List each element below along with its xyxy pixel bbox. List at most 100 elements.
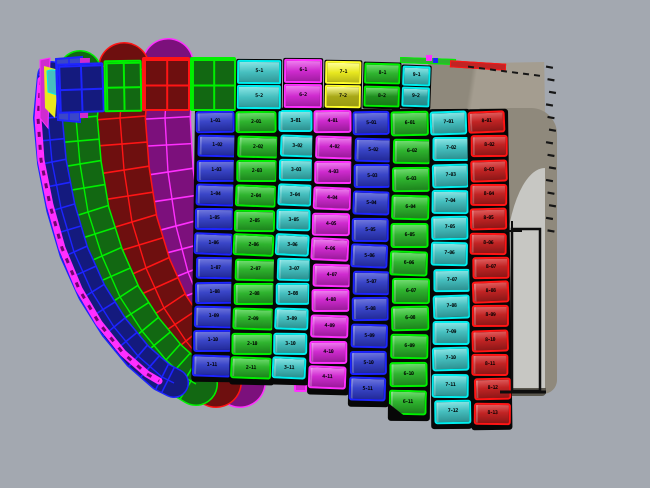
shell-plate[interactable]: 6-01	[390, 110, 429, 137]
shell-plate[interactable]: 7-09	[432, 320, 470, 345]
shell-plate[interactable]: 3-08	[275, 283, 310, 306]
shell-plate[interactable]: 7-10	[431, 346, 470, 372]
shell-plate[interactable]: 8-12	[473, 377, 512, 401]
shell-plate[interactable]: 3-11	[271, 356, 307, 381]
shell-plate[interactable]: 3-06	[274, 232, 310, 257]
shell-plate[interactable]: 1-01	[195, 110, 235, 134]
shell-plate[interactable]: 8-02	[470, 135, 508, 158]
shell-plate[interactable]: 2-01	[235, 110, 277, 134]
sheer-plate[interactable]: 9-2	[401, 86, 430, 107]
band-green-3[interactable]: 8-1 8-2	[362, 61, 402, 110]
shell-plate[interactable]: 8-05	[469, 207, 508, 231]
shell-plate[interactable]: 1-07	[195, 256, 236, 280]
shell-plate[interactable]: 3-10	[273, 332, 308, 355]
shell-plate[interactable]: 6-07	[391, 278, 431, 304]
shell-plate[interactable]: 5-06	[350, 243, 389, 269]
shell-plate[interactable]: 3-01	[278, 109, 313, 133]
shell-plate[interactable]: 5-09	[350, 323, 389, 349]
shell-plate[interactable]: 3-03	[278, 159, 314, 182]
shell-plate[interactable]: 1-06	[193, 231, 234, 256]
shell-plate[interactable]: 5-04	[352, 190, 391, 216]
shell-plate[interactable]: 1-04	[195, 183, 236, 207]
shell-plate[interactable]: 4-07	[312, 263, 351, 288]
shell-plate[interactable]: 1-11	[191, 353, 232, 378]
shell-plate[interactable]: 1-10	[193, 330, 233, 353]
shell-plate[interactable]: 3-09	[274, 307, 309, 331]
shell-plate[interactable]: 5-08	[351, 297, 389, 322]
sheer-plate[interactable]: 9-1	[402, 65, 431, 86]
shell-plate[interactable]: 4-05	[311, 212, 351, 236]
shell-plate[interactable]: 2-08	[233, 283, 275, 306]
shell-plate[interactable]: 7-04	[431, 189, 469, 214]
shell-plate[interactable]: 2-07	[234, 258, 277, 282]
shell-plate[interactable]: 4-08	[311, 289, 350, 313]
shell-plate[interactable]: 7-05	[431, 215, 469, 241]
shell-plate[interactable]: 8-03	[470, 159, 508, 182]
sheer-plate[interactable]: 6-2	[283, 83, 322, 108]
sheer-plate[interactable]: 7-2	[324, 84, 361, 108]
sheer-plate[interactable]: 5-2	[236, 84, 281, 109]
shell-plate[interactable]: 8-08	[471, 280, 510, 304]
shell-plate[interactable]: 3-07	[276, 257, 312, 281]
shell-plate[interactable]: 7-06	[430, 241, 469, 267]
shell-plate[interactable]: 5-01	[352, 110, 390, 136]
shell-plate[interactable]: 5-02	[354, 137, 392, 163]
shell-plate[interactable]: 2-04	[234, 184, 277, 208]
shell-plate[interactable]: 5-11	[348, 376, 387, 402]
shell-plate[interactable]: 7-02	[432, 137, 470, 162]
shell-plate[interactable]: 6-10	[389, 361, 428, 388]
shell-plate[interactable]: 6-09	[390, 333, 429, 360]
shell-plate[interactable]: 8-09	[471, 305, 509, 328]
shell-plate[interactable]: 7-01	[429, 110, 468, 136]
shell-plate[interactable]: 2-10	[231, 332, 273, 355]
shell-plate[interactable]: 7-07	[433, 268, 471, 293]
shell-plate[interactable]: 6-08	[390, 305, 430, 333]
shell-plate[interactable]: 6-02	[392, 138, 432, 165]
shell-plate[interactable]: 5-07	[352, 270, 390, 296]
shell-plate[interactable]: 8-10	[471, 329, 509, 353]
shell-plate[interactable]: 2-11	[229, 356, 272, 381]
shell-plate[interactable]: 6-05	[390, 222, 429, 249]
sheer-plate[interactable]: 8-1	[364, 62, 401, 85]
sheer-plate[interactable]: 6-1	[284, 58, 323, 83]
shell-plate[interactable]: 6-11	[388, 390, 427, 416]
shell-plate[interactable]: 8-04	[470, 183, 508, 206]
sheer-plate[interactable]: 8-2	[363, 85, 400, 107]
band-yellow[interactable]: 7-1 7-2	[323, 59, 363, 111]
shell-plate[interactable]: 4-10	[309, 340, 348, 364]
shell-plate[interactable]: 1-08	[194, 281, 235, 304]
band-magenta[interactable]: 6-1 6-2	[282, 57, 324, 111]
shell-plate[interactable]: 3-05	[276, 208, 311, 232]
band-cyan-1[interactable]: 5-1 5-2	[235, 58, 283, 112]
shell-plate[interactable]: 7-03	[431, 163, 470, 188]
shell-plate[interactable]: 4-09	[310, 314, 349, 339]
shell-plate[interactable]: 8-11	[471, 353, 509, 376]
shell-plate[interactable]: 4-02	[315, 135, 354, 160]
shell-plate[interactable]: 4-03	[314, 161, 353, 185]
band-cyan-2[interactable]: 9-1 9-2	[400, 64, 432, 110]
shell-plate[interactable]: 4-04	[312, 186, 352, 211]
shell-plate[interactable]: 8-06	[469, 232, 507, 255]
shell-plate[interactable]: 7-11	[431, 373, 469, 398]
shell-plate[interactable]: 4-01	[313, 109, 352, 134]
sheer-plate[interactable]: 5-1	[237, 59, 282, 84]
shell-plate[interactable]: 5-05	[351, 217, 389, 242]
shell-plate[interactable]: 5-03	[353, 164, 391, 189]
sheer-plate[interactable]: 7-1	[325, 60, 362, 84]
shell-plate[interactable]: 2-03	[236, 160, 278, 183]
shell-plate[interactable]: 4-06	[310, 237, 350, 263]
shell-plate[interactable]: 7-12	[434, 399, 472, 424]
shell-plate[interactable]: 3-04	[277, 183, 313, 208]
shell-plate[interactable]: 7-08	[432, 294, 471, 320]
shell-plate[interactable]: 2-09	[232, 307, 274, 331]
shell-plate[interactable]: 6-03	[391, 166, 431, 193]
shell-plate[interactable]: 1-02	[197, 134, 237, 158]
shell-plate[interactable]: 3-02	[279, 134, 315, 158]
shell-plate[interactable]: 5-10	[349, 350, 387, 375]
shell-plate[interactable]: 6-04	[391, 194, 430, 221]
shell-plate[interactable]: 2-02	[237, 135, 279, 159]
shell-plate[interactable]: 4-11	[307, 365, 347, 391]
shell-plate[interactable]: 1-09	[193, 305, 234, 329]
shell-plate[interactable]: 6-06	[389, 249, 429, 277]
